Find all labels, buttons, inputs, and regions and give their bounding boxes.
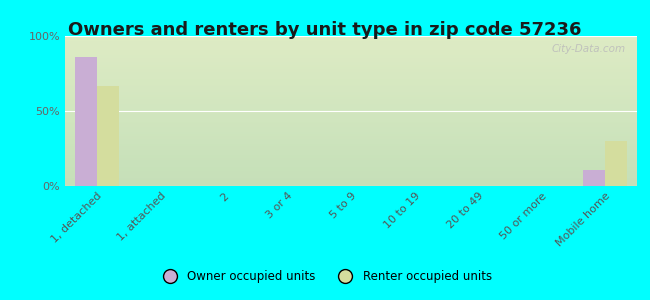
Bar xyxy=(605,141,627,186)
Bar xyxy=(97,85,119,186)
Text: Owners and renters by unit type in zip code 57236: Owners and renters by unit type in zip c… xyxy=(68,21,582,39)
Text: City-Data.com: City-Data.com xyxy=(551,44,625,53)
Bar xyxy=(583,169,605,186)
Bar xyxy=(75,57,97,186)
Legend: Owner occupied units, Renter occupied units: Owner occupied units, Renter occupied un… xyxy=(153,266,497,288)
